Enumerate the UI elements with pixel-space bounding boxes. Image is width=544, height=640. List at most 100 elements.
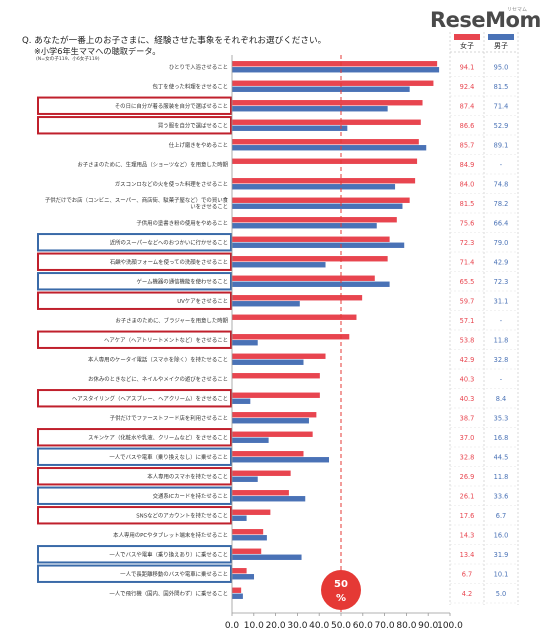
bar-girls: [232, 353, 326, 359]
category-label: お子さまのために、ブラジャーを用意した時期: [115, 316, 228, 324]
highlight-box-blue: [37, 272, 232, 291]
data-label-girls: 94.1: [460, 63, 475, 71]
bar-girls: [232, 431, 313, 437]
bar-boys: [232, 262, 326, 268]
highlight-box-blue: [37, 545, 232, 564]
bar-boys: [232, 184, 396, 190]
data-label-girls: 92.4: [460, 83, 475, 91]
data-label-boys: 31.1: [494, 297, 509, 305]
bar-girls: [232, 275, 375, 281]
category-label-line2: いをさせること: [190, 203, 228, 210]
bar-girls: [232, 490, 289, 496]
bar-boys: [232, 593, 243, 599]
category-label: 一人でバスや電車（乗り換えなし）に乗せること: [109, 453, 228, 461]
bar-boys: [232, 554, 302, 560]
bar-girls: [232, 236, 390, 242]
bar-boys: [232, 418, 309, 424]
bar-boys: [232, 574, 255, 580]
data-label-girls: 53.8: [460, 336, 475, 344]
category-label: SNSなどのアカウントを持たせること: [136, 511, 228, 519]
category-label: ゲーム機器の通信機能を使わせること: [137, 277, 228, 285]
legend-swatch-girls: [454, 34, 480, 40]
x-tick-label: 50.0: [331, 621, 351, 631]
subtitle: ※小学6年生ママへの聴取データ。: [34, 46, 161, 56]
data-label-boys: 31.9: [494, 551, 509, 559]
data-label-boys: 44.5: [494, 453, 509, 461]
bar-boys: [232, 301, 300, 307]
data-label-girls: 75.6: [460, 219, 475, 227]
bar-boys: [232, 515, 247, 521]
category-label: ひとりで入浴させること: [169, 63, 228, 71]
highlight-box-blue: [37, 486, 232, 505]
bar-boys: [232, 476, 258, 482]
data-label-boys: 52.9: [494, 122, 509, 130]
data-label-boys: 8.4: [496, 395, 507, 403]
data-label-boys: 35.3: [494, 414, 509, 422]
bar-girls: [232, 61, 438, 67]
bar-girls: [232, 100, 423, 106]
data-label-boys: 81.5: [494, 83, 509, 91]
question-text: Q. あなたが一番上のお子さまに、経験させた事象をそれぞれお選びください。: [22, 36, 327, 46]
bar-boys: [232, 340, 258, 346]
category-label: 一人で飛行機（国内、国外問わず）に乗せること: [109, 589, 228, 597]
bar-boys: [232, 359, 304, 365]
category-label: 子供用の塗書き粉の使用をやめること: [136, 219, 228, 227]
data-label-girls: 40.3: [460, 395, 475, 403]
sample-note: (N=女の子119、小6女子119): [36, 57, 100, 62]
bar-girls: [232, 470, 291, 476]
bar-girls: [232, 119, 421, 125]
bar-boys: [232, 281, 390, 287]
category-label: 石鹸や洗顔フォームを使っての洗顔をさせること: [110, 258, 228, 266]
reference-callout-unit: %: [336, 593, 346, 604]
data-label-boys: 66.4: [494, 219, 509, 227]
bar-girls: [232, 587, 242, 593]
highlight-box-red: [37, 389, 232, 408]
highlight-box-red: [37, 116, 232, 135]
bar-girls: [232, 256, 388, 262]
resemom-logo: ReseMom: [430, 8, 541, 32]
data-label-boys: 71.4: [494, 102, 509, 110]
logo-subtext: リセマム: [507, 7, 528, 13]
bar-girls: [232, 548, 262, 554]
data-label-girls: 6.7: [462, 570, 473, 578]
category-label: 仕上げ磨きをやめること: [169, 141, 228, 149]
data-label-girls: 26.9: [460, 473, 475, 481]
bar-girls: [232, 314, 357, 320]
data-label-boys: 78.2: [494, 200, 509, 208]
bar-girls: [232, 158, 418, 164]
data-label-girls: 72.3: [460, 239, 475, 247]
data-label-boys: 5.0: [496, 590, 507, 598]
data-label-boys: 95.0: [494, 63, 509, 71]
category-label: 買う服を自分で選ばせること: [158, 121, 228, 129]
data-label-boys: 16.8: [494, 434, 509, 442]
data-label-boys: 89.1: [494, 141, 509, 149]
data-label-girls: 32.8: [460, 453, 475, 461]
x-tick-label: 40.0: [309, 621, 329, 631]
data-label-girls: 4.2: [462, 590, 473, 598]
bar-boys: [232, 437, 269, 443]
data-label-girls: 87.4: [460, 102, 475, 110]
category-label: 包丁を使った料理をさせること: [153, 82, 228, 90]
category-label: お子さまのために、生理用品（ショーツなど）を用意した時期: [77, 160, 228, 168]
data-label-boys: -: [500, 317, 503, 325]
data-label-girls: 42.9: [460, 356, 475, 364]
x-tick-label: 100.0: [437, 621, 463, 631]
bar-girls: [232, 373, 320, 379]
data-label-girls: 13.4: [460, 551, 475, 559]
data-label-girls: 85.7: [460, 141, 475, 149]
bar-girls: [232, 295, 363, 301]
bar-girls: [232, 451, 304, 457]
category-label: ガスコンロなどの火を使った料理をさせること: [115, 180, 228, 188]
bar-girls: [232, 334, 350, 340]
bar-girls: [232, 197, 410, 203]
x-tick-label: 0.0: [225, 621, 240, 631]
bar-boys: [232, 145, 427, 151]
bar-boys: [232, 125, 348, 131]
data-label-girls: 71.4: [460, 258, 475, 266]
data-label-boys: 33.6: [494, 492, 509, 500]
category-label: 子供だけでファーストフード店を利用させること: [110, 414, 228, 422]
data-label-girls: 14.3: [460, 531, 475, 539]
x-tick-label: 30.0: [287, 621, 307, 631]
data-label-boys: 10.1: [494, 570, 509, 578]
highlight-box-red: [37, 428, 232, 447]
